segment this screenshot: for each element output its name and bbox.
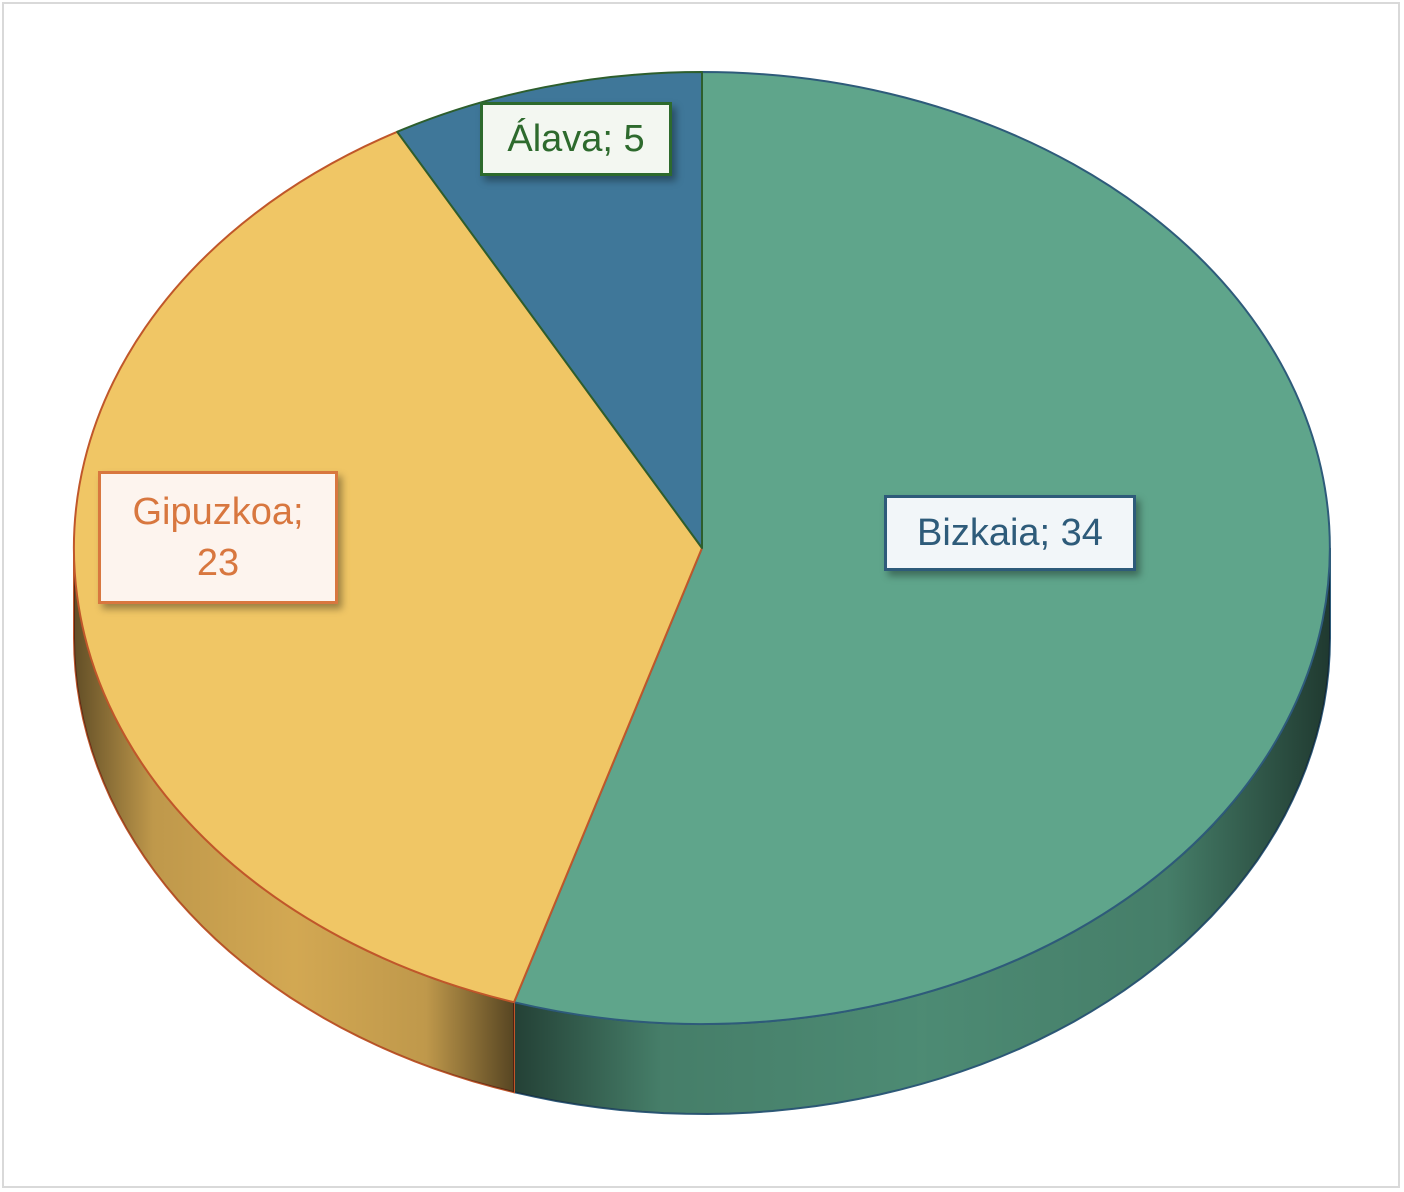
data-label-bizkaia: Bizkaia; 34 <box>884 495 1136 571</box>
data-label-gipuzkoa: Gipuzkoa; 23 <box>98 471 338 604</box>
pie-side-gipuzkoa-shade <box>74 548 514 1093</box>
pie-side-bizkaia-shade <box>514 548 1330 1114</box>
data-label-gipuzkoa-text-1: Gipuzkoa; <box>132 490 304 533</box>
data-label-bizkaia-text: Bizkaia; 34 <box>917 511 1103 554</box>
data-label-alava: Álava; 5 <box>480 102 672 176</box>
pie-slice-alava <box>396 71 703 549</box>
data-label-gipuzkoa-text-2: 23 <box>196 541 240 584</box>
data-label-alava-text: Álava; 5 <box>507 117 645 160</box>
pie-slice-gipuzkoa <box>72 130 703 1004</box>
